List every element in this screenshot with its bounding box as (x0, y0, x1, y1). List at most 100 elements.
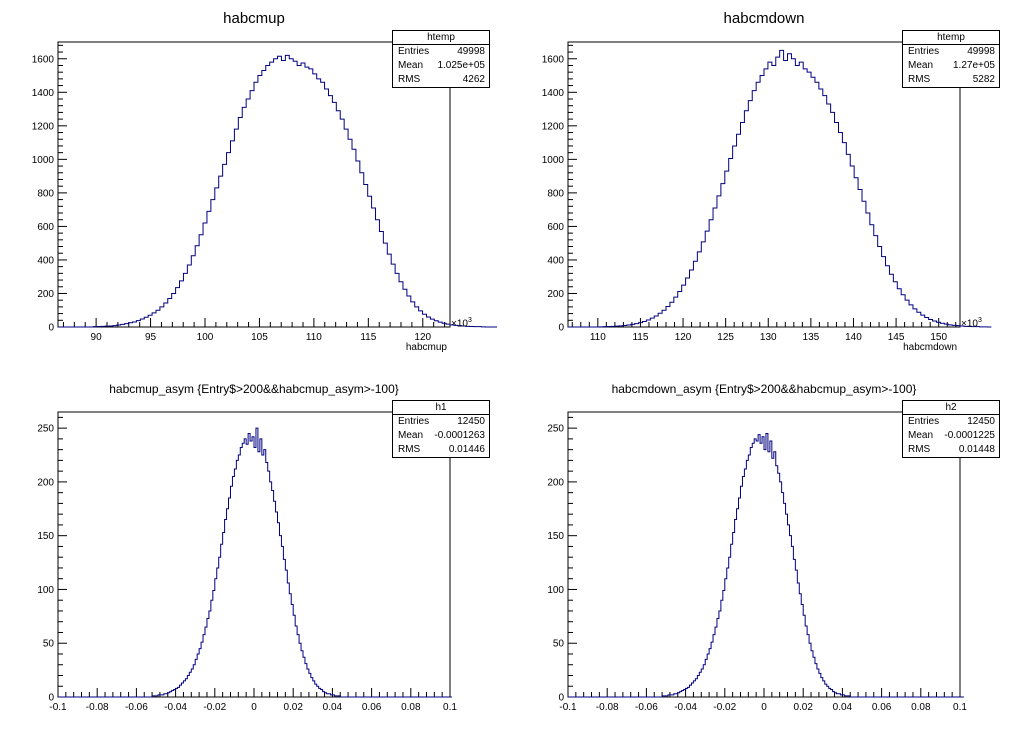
x-tick-label: 0 (251, 702, 257, 713)
plot-frame (567, 41, 961, 328)
x-tick-label: 0 (761, 702, 767, 713)
stats-label: Entries (908, 46, 940, 57)
y-tick-label: 250 (37, 424, 54, 435)
stats-name: h1 (393, 401, 489, 415)
x-tick-label: 135 (803, 332, 820, 343)
stats-value: -0.0001263 (434, 430, 485, 441)
histogram-series (58, 427, 452, 698)
x-tick-label: 90 (91, 332, 103, 343)
stats-label: Mean (908, 430, 934, 441)
x-tick-label: -0.06 (635, 702, 658, 713)
stats-row-rms: RMS 4262 (393, 73, 489, 87)
x-tick-label: 120 (675, 332, 692, 343)
stats-label: RMS (908, 74, 931, 85)
y-tick-label: 1600 (542, 54, 565, 65)
y-tick-label: 50 (553, 639, 565, 650)
pad-title: habcmdown_asym {Entry$>200&&habcmup_asym… (611, 382, 917, 396)
stats-row-rms: RMS 0.01446 (393, 443, 489, 457)
y-tick-label: 0 (558, 693, 564, 704)
stats-label: RMS (908, 444, 931, 455)
x-axis-title: habcmup (405, 342, 447, 353)
y-tick-label: 1400 (32, 88, 55, 99)
pad-title: habcmdown (723, 10, 805, 27)
x-tick-label: 100 (197, 332, 214, 343)
stats-label: Mean (398, 430, 424, 441)
x-tick-label: 130 (760, 332, 777, 343)
stats-label: RMS (398, 444, 421, 455)
stats-row-entries: Entries 12450 (393, 415, 489, 429)
stats-label: Entries (398, 416, 430, 427)
stats-label: Entries (398, 46, 430, 57)
x-tick-label: 110 (306, 332, 322, 343)
y-tick-label: 600 (37, 222, 54, 233)
stats-value: 5282 (972, 74, 995, 85)
y-tick-label: 50 (43, 639, 55, 650)
y-tick-label: 1000 (32, 155, 55, 166)
histogram-plot: 0 200 400 600 800 1000 1200 1400 1600 90 95 100 105 1… (32, 41, 498, 343)
stats-value: -0.0001225 (944, 430, 995, 441)
y-tick-label: 200 (547, 477, 564, 488)
stats-label: Mean (398, 60, 424, 71)
stats-row-rms: RMS 5282 (903, 73, 999, 87)
stats-row-entries: Entries 49998 (393, 45, 489, 59)
stats-row-rms: RMS 0.01448 (903, 443, 999, 457)
x-tick-label: 0.1 (443, 702, 457, 713)
stats-label: RMS (398, 74, 421, 85)
stats-label: Mean (908, 60, 934, 71)
stats-box: htemp Entries 49998 Mean 1.025e+05 RMS 4262 (392, 30, 490, 88)
y-tick-label: 800 (547, 188, 564, 199)
y-tick-label: 400 (37, 255, 54, 266)
y-tick-label: 200 (547, 289, 564, 300)
x-tick-label: 150 (930, 332, 947, 343)
y-tick-label: 1200 (32, 121, 55, 132)
stats-value: 49998 (967, 46, 995, 57)
y-tick-label: 600 (547, 222, 564, 233)
x-tick-label: -0.04 (164, 702, 187, 713)
x-tick-label: 0.08 (401, 702, 421, 713)
y-tick-label: 200 (37, 289, 54, 300)
x-tick-label: 0.08 (911, 702, 931, 713)
y-tick-label: 100 (37, 585, 54, 596)
stats-box: htemp Entries 49998 Mean 1.27e+05 RMS 5282 (902, 30, 1000, 88)
stats-value: 12450 (967, 416, 995, 427)
stats-label: Entries (908, 416, 940, 427)
histogram-plot: 0 200 400 600 800 1000 1200 1400 1600 110 115 120 12… (542, 41, 992, 343)
pad-title: habcmup (223, 10, 285, 27)
histogram-pad-habcmdown-asym: habcmdown_asym {Entry$>200&&habcmup_asym… (510, 370, 1020, 740)
x-tick-label: 115 (632, 332, 648, 343)
histogram-pad-habcmdown: habcmdown 0 200 400 600 800 1000 1200 1400 1600 1… (510, 0, 1020, 370)
x-tick-label: 0.02 (283, 702, 303, 713)
histogram-pad-habcmup-asym: habcmup_asym {Entry$>200&&habcmup_asym>-… (0, 370, 510, 740)
stats-row-entries: Entries 12450 (903, 415, 999, 429)
histogram-series (58, 54, 498, 328)
stats-value: 1.025e+05 (437, 60, 485, 71)
x-tick-label: 110 (590, 332, 606, 343)
plot-frame (57, 41, 451, 328)
y-tick-label: 1000 (542, 155, 565, 166)
y-tick-label: 0 (48, 693, 54, 704)
stats-value: 49998 (457, 46, 485, 57)
y-tick-label: 250 (547, 424, 564, 435)
y-tick-label: 400 (547, 255, 564, 266)
stats-row-mean: Mean -0.0001225 (903, 429, 999, 443)
stats-box: h2 Entries 12450 Mean -0.0001225 RMS 0.0144… (902, 400, 1000, 458)
stats-row-mean: Mean -0.0001263 (393, 429, 489, 443)
x-tick-label: 0.1 (953, 702, 967, 713)
y-tick-label: 150 (37, 531, 54, 542)
y-tick-label: 1200 (542, 121, 565, 132)
stats-name: htemp (393, 31, 489, 45)
x-axis-exponent: ×103 (961, 317, 982, 329)
stats-row-mean: Mean 1.025e+05 (393, 59, 489, 73)
x-tick-label: -0.02 (203, 702, 226, 713)
x-tick-label: 120 (414, 332, 431, 343)
x-tick-label: -0.06 (125, 702, 148, 713)
histogram-plot: 0 50 100 150 200 250 -0.1 -0.08 -0.06 -0.04 -0.02 0… (37, 411, 457, 713)
y-tick-label: 200 (37, 477, 54, 488)
histogram-pad-habcmup: habcmup 0 200 400 600 800 1000 1200 1400 1600 90 9… (0, 0, 510, 370)
x-tick-label: 0.02 (793, 702, 813, 713)
exponent-power: 3 (977, 317, 982, 324)
exponent-base: ×10 (451, 318, 468, 330)
stats-row-entries: Entries 49998 (903, 45, 999, 59)
histogram-series (568, 433, 964, 698)
x-tick-label: -0.02 (713, 702, 736, 713)
